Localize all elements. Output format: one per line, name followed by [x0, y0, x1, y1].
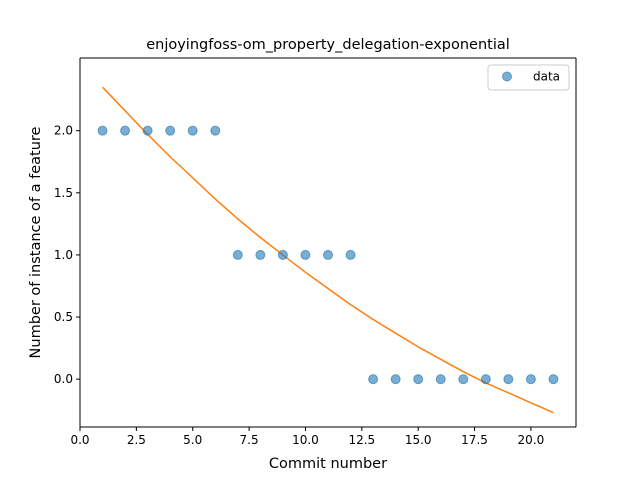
data-points-layer: [97, 125, 559, 385]
y-axis-ticks: 0.0 0.5 1.0 1.5 2.0: [54, 124, 80, 386]
axes-layer: [79, 57, 577, 428]
y-tick-label: 0.0: [54, 372, 73, 386]
legend: data: [487, 64, 570, 91]
x-tick-label: 5.0: [183, 433, 202, 447]
data-point: [548, 374, 559, 385]
data-point: [300, 249, 311, 260]
plot-area: [80, 58, 576, 427]
y-tick-label: 0.5: [54, 310, 73, 324]
data-point: [503, 374, 514, 385]
data-point: [277, 249, 288, 260]
data-point: [210, 125, 221, 136]
x-tick-label: 15.0: [405, 433, 432, 447]
data-point: [255, 249, 266, 260]
x-tick-label: 2.5: [127, 433, 146, 447]
data-point: [97, 125, 108, 136]
data-point: [368, 374, 379, 385]
data-point: [458, 374, 469, 385]
legend-label: data: [533, 70, 560, 84]
y-tick-label: 1.5: [54, 186, 73, 200]
data-point: [187, 125, 198, 136]
data-point: [345, 249, 356, 260]
y-tick-label: 2.0: [54, 124, 73, 138]
x-tick-label: 0.0: [70, 433, 89, 447]
y-tick-label: 1.0: [54, 248, 73, 262]
data-point: [413, 374, 424, 385]
plot-background: [80, 58, 576, 427]
y-axis-label: Number of instance of a feature: [28, 126, 44, 358]
data-point: [120, 125, 131, 136]
x-axis-label: Commit number: [269, 456, 387, 472]
data-point: [525, 374, 536, 385]
data-point: [390, 374, 401, 385]
data-point: [435, 374, 446, 385]
data-point: [142, 125, 153, 136]
data-point: [232, 249, 243, 260]
x-tick-label: 12.5: [348, 433, 375, 447]
x-axis-ticks: 0.0 2.5 5.0 7.5 10.0 12.5 15.0 17.5 20.0: [70, 427, 544, 447]
x-tick-label: 17.5: [461, 433, 488, 447]
fit-line: [102, 86, 554, 414]
x-tick-label: 7.5: [240, 433, 259, 447]
chart-title: enjoyingfoss-om_property_delegation-expo…: [146, 37, 510, 53]
x-tick-label: 20.0: [518, 433, 545, 447]
x-tick-label: 10.0: [292, 433, 319, 447]
fit-line-layer: [102, 86, 554, 414]
data-point: [165, 125, 176, 136]
data-point: [480, 374, 491, 385]
legend-frame: [487, 64, 570, 91]
data-point: [323, 249, 333, 260]
legend-marker: [502, 71, 512, 82]
